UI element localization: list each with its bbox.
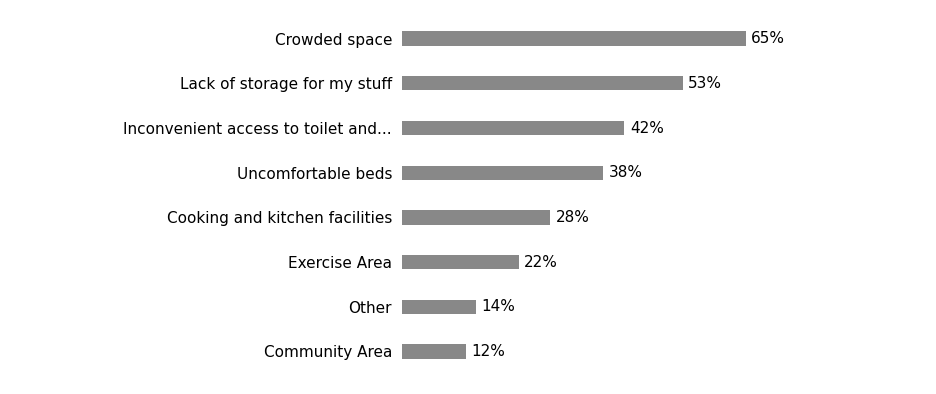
Bar [402,32,746,46]
Text: 14%: 14% [482,299,516,314]
Bar [402,299,476,314]
Bar [402,76,682,91]
Text: 22%: 22% [524,255,558,269]
Text: 12%: 12% [471,344,505,359]
Text: 65%: 65% [752,31,785,46]
Text: 42%: 42% [630,121,664,136]
Bar [402,255,519,269]
Bar [402,210,550,225]
Text: 28%: 28% [556,210,590,225]
Text: 38%: 38% [608,165,643,180]
Bar [402,121,624,135]
Bar [402,165,604,180]
Text: 53%: 53% [688,76,722,91]
Bar [402,344,466,359]
